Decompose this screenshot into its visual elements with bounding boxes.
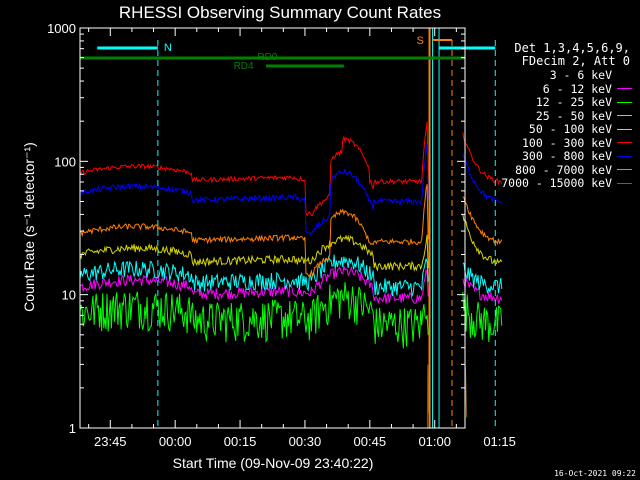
legend-swatch (617, 182, 632, 184)
legend-label: 7000 - 15000 keV (501, 176, 612, 190)
x-tick-label: 00:30 (289, 434, 322, 449)
y-tick-label: 1000 (47, 21, 76, 36)
series-layer (79, 121, 503, 429)
y-tick-label: 1 (69, 421, 76, 436)
legend-swatch (617, 128, 632, 130)
rd0-label: RD0 (257, 52, 277, 63)
rd4-label: RD4 (234, 61, 254, 72)
axes-layer: 1 10 100 1000 23:45 00:00 00:15 00:30 00:45 01:00… (47, 21, 516, 449)
legend-item: 50 - 100 keV (529, 122, 632, 136)
legend-swatch (617, 142, 632, 143)
y-tick-label: 100 (54, 154, 76, 169)
x-axis-label: Start Time (09-Nov-09 23:40:22) (173, 455, 374, 471)
x-tick-label: 01:00 (418, 434, 451, 449)
saa-label: S (417, 35, 424, 47)
x-tick-label: 00:00 (159, 434, 192, 449)
plot-frame (79, 27, 466, 429)
legend-item: 100 - 300 keV (522, 136, 632, 150)
series-line (79, 282, 503, 349)
chart-title: RHESSI Observing Summary Count Rates (119, 3, 441, 22)
x-tick-label: 00:15 (224, 434, 257, 449)
night-label: N (164, 42, 172, 54)
legend-swatch (617, 101, 632, 103)
legend-item: 25 - 50 keV (536, 109, 632, 123)
legend-label: 100 - 300 keV (521, 135, 612, 150)
legend-swatch (617, 169, 632, 170)
legend-label: 25 - 50 keV (535, 108, 612, 123)
legend-swatch (617, 155, 632, 157)
x-tick-label: 00:45 (354, 434, 387, 449)
x-tick-label: 01:15 (483, 434, 516, 449)
legend-label: 12 - 25 keV (535, 95, 612, 109)
legend-label: 3 - 6 keV (549, 68, 612, 82)
legend-label: 50 - 100 keV (528, 122, 612, 136)
legend-label: 800 - 7000 keV (515, 162, 612, 177)
legend-item: 3 - 6 keV (550, 68, 632, 82)
legend-item: 7000 - 15000 keV (501, 176, 632, 190)
x-tick-label: 23:45 (94, 434, 127, 449)
series-line (426, 364, 468, 429)
legend-item: 300 - 800 keV (522, 149, 632, 163)
legend-swatch (617, 115, 632, 116)
y-axis-label: Count Rate (s⁻¹ detector⁻¹) (21, 142, 37, 312)
series-line (79, 214, 503, 272)
legend-header-1: Det 1,3,4,5,6,9, (514, 41, 630, 55)
legend-item: 6 - 12 keV (543, 82, 632, 96)
legend-swatch (617, 74, 632, 76)
legend-item: 800 - 7000 keV (515, 163, 632, 177)
legend-label: 6 - 12 keV (542, 81, 612, 96)
legend-item: 12 - 25 keV (536, 95, 632, 109)
legend-label: 300 - 800 keV (521, 149, 612, 163)
legend-header-2: FDecim 2, Att 0 (521, 54, 630, 68)
series-line (79, 121, 503, 217)
y-tick-label: 10 (62, 288, 76, 303)
generation-timestamp: 16-Oct-2021 09:22 (554, 469, 636, 478)
legend-swatch (617, 88, 632, 89)
series-line (79, 144, 503, 236)
